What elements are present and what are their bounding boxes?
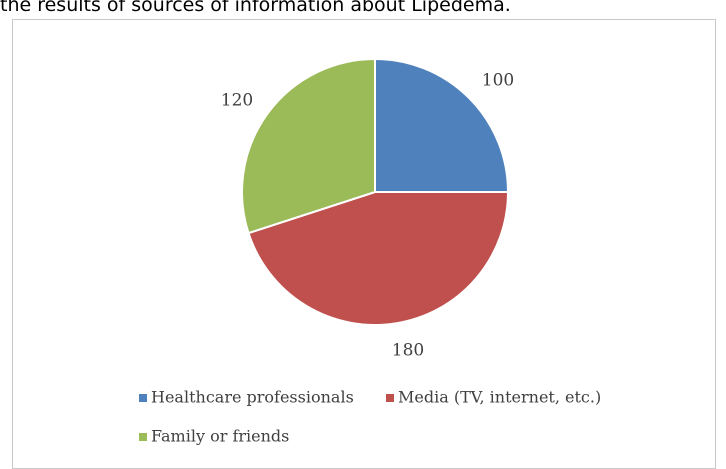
chart-legend: Healthcare professionals Media (TV, inter… xyxy=(139,388,601,446)
legend-label-3: Family or friends xyxy=(151,427,289,446)
legend-swatch-1 xyxy=(139,394,147,402)
legend-label-2: Media (TV, internet, etc.) xyxy=(398,388,601,407)
data-labels: 100 180 120 xyxy=(221,71,514,361)
pie-slice-1 xyxy=(374,57,510,193)
figure-caption: the results of sources of information ab… xyxy=(0,0,511,16)
data-label-3: 120 xyxy=(221,91,253,111)
data-label-1: 100 xyxy=(482,71,514,91)
legend-label-1: Healthcare professionals xyxy=(151,388,354,407)
pie-slice-3 xyxy=(241,57,376,235)
legend-swatch-2 xyxy=(386,394,394,402)
pie-slices xyxy=(241,57,510,326)
pie-slice-2 xyxy=(247,191,510,326)
data-label-2: 180 xyxy=(392,341,424,361)
legend-swatch-3 xyxy=(139,433,147,441)
